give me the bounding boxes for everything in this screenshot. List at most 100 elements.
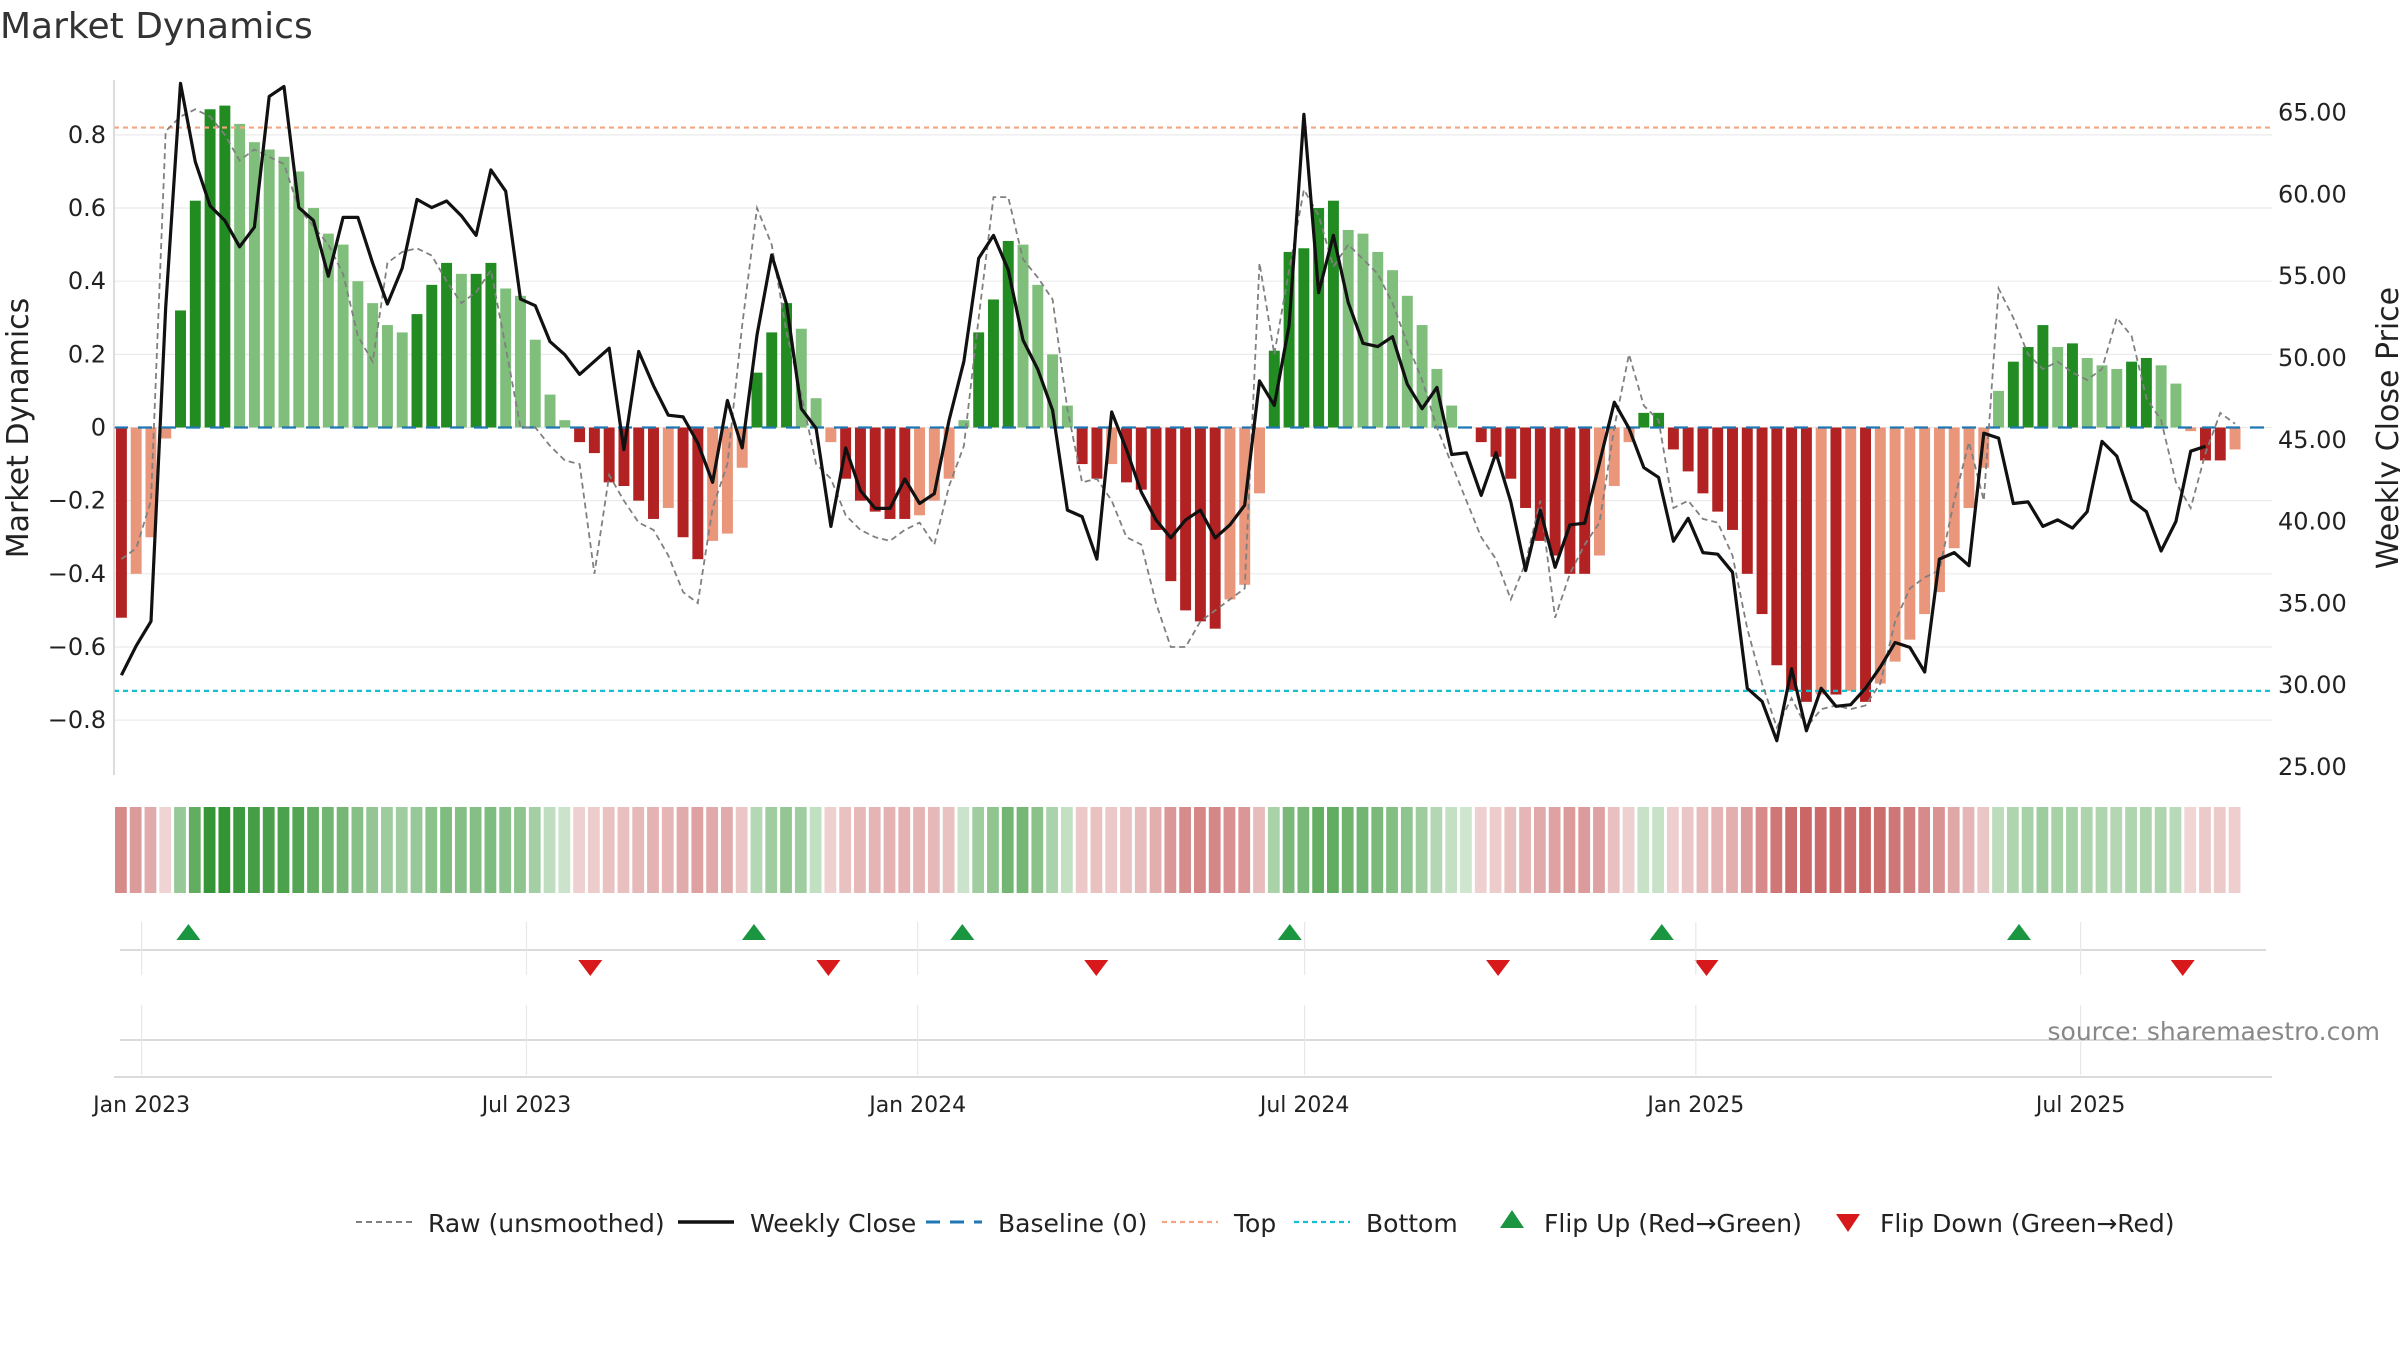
heat-cell [188, 807, 201, 893]
dynamics-bar [470, 273, 482, 428]
legend-flip-up-icon [1500, 1210, 1524, 1228]
right-tick-label: 60.00 [2278, 180, 2347, 208]
dynamics-bar [219, 105, 231, 428]
flip-up-marker [741, 924, 766, 940]
heat-cell [1223, 807, 1236, 893]
dynamics-bar [825, 427, 837, 443]
heat-cell [661, 807, 674, 893]
dynamics-bar [1904, 427, 1916, 640]
dynamics-bar [485, 262, 497, 428]
dynamics-bar [2229, 427, 2241, 450]
dynamics-bar [2200, 427, 2211, 461]
right-axis-label: Weekly Close Price [2371, 287, 2400, 569]
source-credit: source: sharemaestro.com [2048, 1017, 2381, 1046]
right-tick-label: 45.00 [2278, 426, 2347, 454]
heat-cell [1533, 807, 1546, 893]
heat-cell [854, 807, 866, 893]
heat-cell [1356, 807, 1369, 893]
left-tick-label: 0 [91, 414, 106, 442]
heat-cell [1962, 807, 1975, 893]
dynamics-bar [145, 427, 157, 538]
dynamics-bar [559, 420, 571, 428]
dynamics-bar [766, 332, 778, 428]
heat-cell [750, 807, 763, 893]
heat-cell [2021, 807, 2034, 893]
dynamics-bar [1047, 354, 1059, 428]
heat-cell [691, 807, 704, 893]
legend-label: Bottom [1366, 1209, 1458, 1238]
dynamics-bar [1579, 427, 1591, 574]
dynamics-bar [322, 233, 334, 428]
dynamics-bar [1032, 284, 1044, 428]
flip-down-marker [1084, 960, 1109, 976]
dynamics-bar [1475, 427, 1487, 443]
dynamics-bar [1298, 248, 1310, 428]
heat-cell [1681, 807, 1694, 893]
dynamics-bar [1933, 427, 1945, 593]
left-tick-label: −0.4 [48, 560, 106, 588]
chart-title: Market Dynamics [0, 6, 313, 47]
dynamics-bar [2037, 325, 2049, 428]
left-tick-label: −0.2 [48, 487, 106, 515]
heat-cell [558, 807, 571, 893]
heat-cell [1312, 807, 1325, 893]
flip-down-marker [2170, 960, 2195, 976]
heat-cell [1474, 807, 1487, 893]
heat-cell [1341, 807, 1354, 893]
dynamics-bar [662, 427, 674, 508]
flip-up-marker [2006, 924, 2031, 940]
heat-cell [913, 807, 925, 893]
heat-cell [1075, 807, 1088, 893]
dynamics-bar [1313, 208, 1325, 428]
heat-cell [780, 807, 792, 893]
heat-cell [1563, 807, 1576, 893]
heat-cell [1992, 807, 2004, 893]
heat-cell [144, 807, 157, 893]
dynamics-bar [308, 208, 320, 428]
dynamics-bar [1889, 427, 1901, 662]
heat-cell [735, 807, 748, 893]
left-tick-label: 0.6 [68, 194, 106, 222]
flip-up-marker [1277, 924, 1302, 940]
heat-cell [1977, 807, 1990, 893]
heat-cell [129, 807, 142, 893]
heat-cell [1859, 807, 1871, 893]
dynamics-bar [1623, 427, 1635, 443]
heat-cell [1593, 807, 1605, 893]
axes-layer: 0.8 0.6 0.4 0.2 0 −0.2 −0.4 −0.6 −0.8 65.00 60.00 5… [48, 80, 2347, 781]
dynamics-bar [1815, 427, 1827, 695]
x-tick-label: Jan 2024 [867, 1093, 966, 1118]
heat-cell [676, 807, 689, 893]
dynamics-bar [1534, 427, 1546, 541]
dynamics-bar [943, 427, 955, 479]
dynamics-bar [2126, 361, 2138, 428]
heat-cell [1371, 807, 1384, 893]
dynamics-bar [1387, 270, 1399, 428]
heat-cell [1607, 807, 1620, 893]
dynamics-bar [2155, 365, 2167, 428]
heat-cell [1415, 807, 1428, 893]
dynamics-bar [1786, 427, 1798, 691]
heat-cell [2199, 807, 2211, 893]
heat-cell [824, 807, 837, 893]
dynamics-bar [1963, 427, 1975, 508]
heat-cell [765, 807, 778, 893]
dynamics-bar [1091, 427, 1103, 479]
heat-cell [1253, 807, 1265, 893]
dynamics-bar [381, 325, 393, 428]
heat-cell [942, 807, 955, 893]
dynamics-bar [1608, 427, 1620, 487]
heat-cell [1327, 807, 1339, 893]
dynamics-bar [278, 156, 290, 428]
left-axis-label: Market Dynamics [1, 298, 36, 559]
right-tick-label: 25.00 [2278, 753, 2347, 781]
heat-cell [1888, 807, 1901, 893]
dynamics-bar [1638, 412, 1650, 428]
dynamics-bar [1682, 427, 1694, 472]
bars-layer [115, 105, 2241, 702]
heat-cell [2139, 807, 2152, 893]
dynamics-bar [367, 303, 379, 428]
heat-cell [1652, 807, 1664, 893]
dynamics-bar [2052, 347, 2064, 428]
lines-layer [114, 81, 2272, 743]
